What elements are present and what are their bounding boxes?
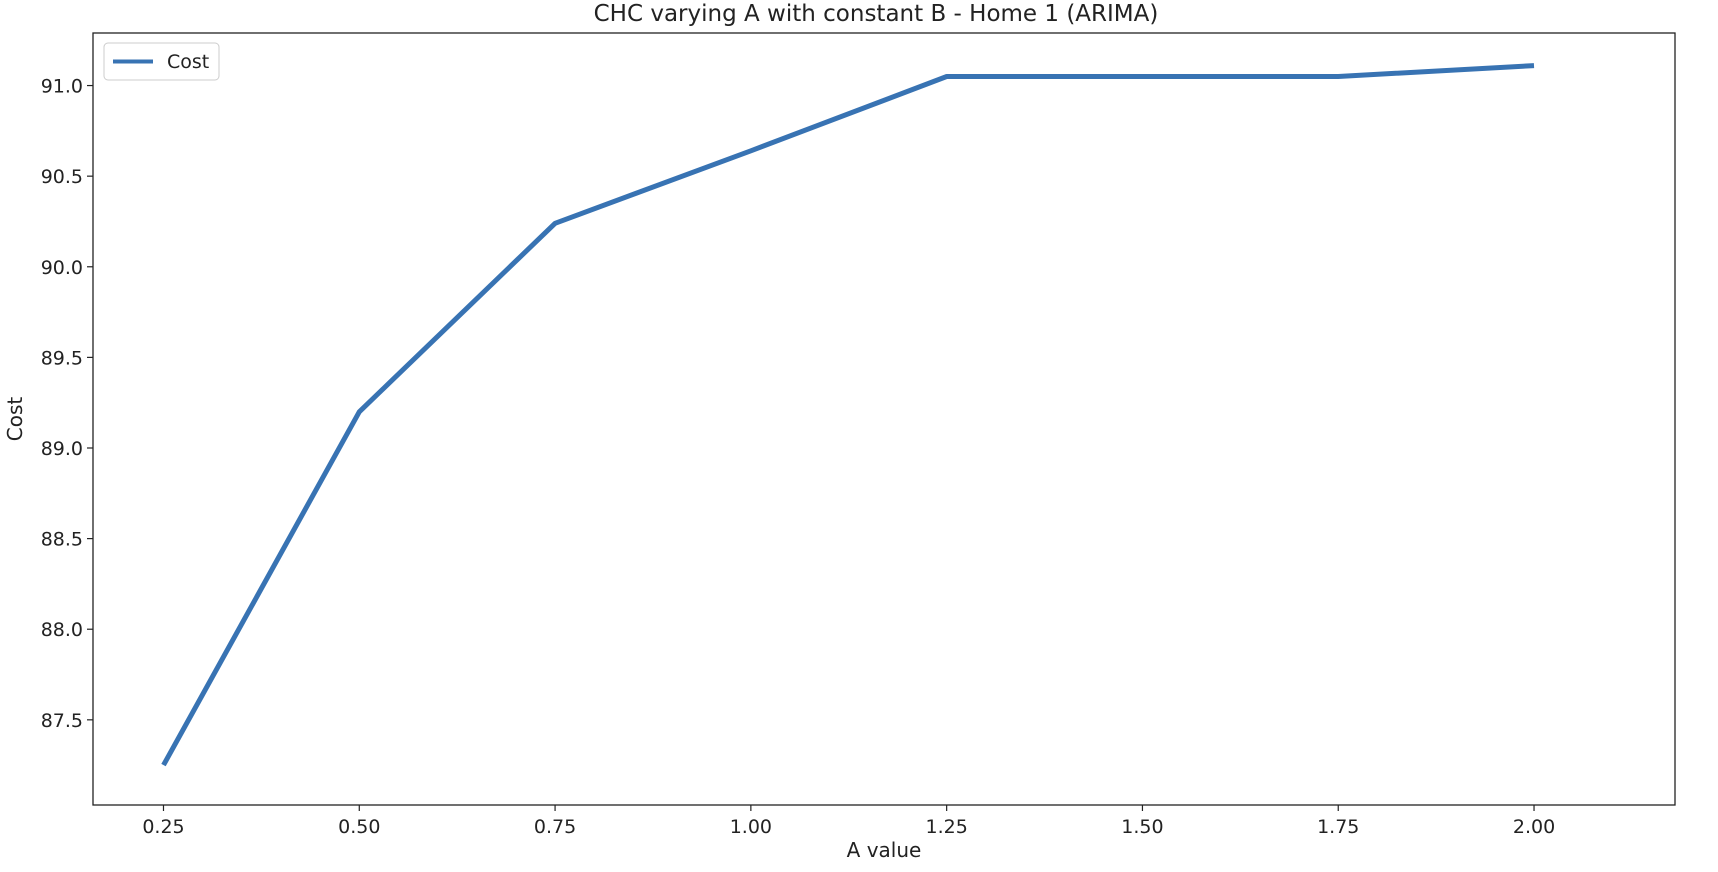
x-tick-label: 0.50 [338, 816, 380, 838]
x-tick-label: 1.25 [925, 816, 967, 838]
x-tick-label: 0.75 [534, 816, 576, 838]
legend: Cost [103, 42, 220, 81]
plot-area [92, 32, 1676, 806]
x-axis-label: A value [847, 838, 922, 862]
y-tick-label: 89.5 [41, 347, 83, 369]
y-tick-label: 88.0 [41, 619, 83, 641]
y-tick-label: 90.0 [41, 257, 83, 279]
series-layer [161, 63, 1535, 767]
y-tick-label: 90.5 [41, 166, 83, 188]
y-axis: 87.5 88.0 88.5 89.0 89.5 90.0 90.5 91.0 [41, 76, 93, 732]
y-tick-label: 91.0 [41, 76, 83, 98]
x-tick-label: 0.25 [142, 816, 184, 838]
chart-title: CHC varying A with constant B - Home 1 (… [594, 1, 1159, 27]
x-axis: 0.25 0.50 0.75 1.00 1.25 1.50 1.75 2.00 [142, 805, 1555, 838]
x-tick-label: 1.75 [1317, 816, 1359, 838]
y-tick-label: 87.5 [41, 710, 83, 732]
x-tick-label: 2.00 [1513, 816, 1555, 838]
legend-box [103, 42, 220, 81]
y-tick-label: 88.5 [41, 529, 83, 551]
series-line-cost [161, 63, 1535, 767]
x-tick-label: 1.00 [730, 816, 772, 838]
x-tick-label: 1.50 [1121, 816, 1163, 838]
legend-label-cost: Cost [167, 51, 209, 73]
y-axis-label: Cost [3, 397, 27, 442]
y-tick-label: 89.0 [41, 438, 83, 460]
